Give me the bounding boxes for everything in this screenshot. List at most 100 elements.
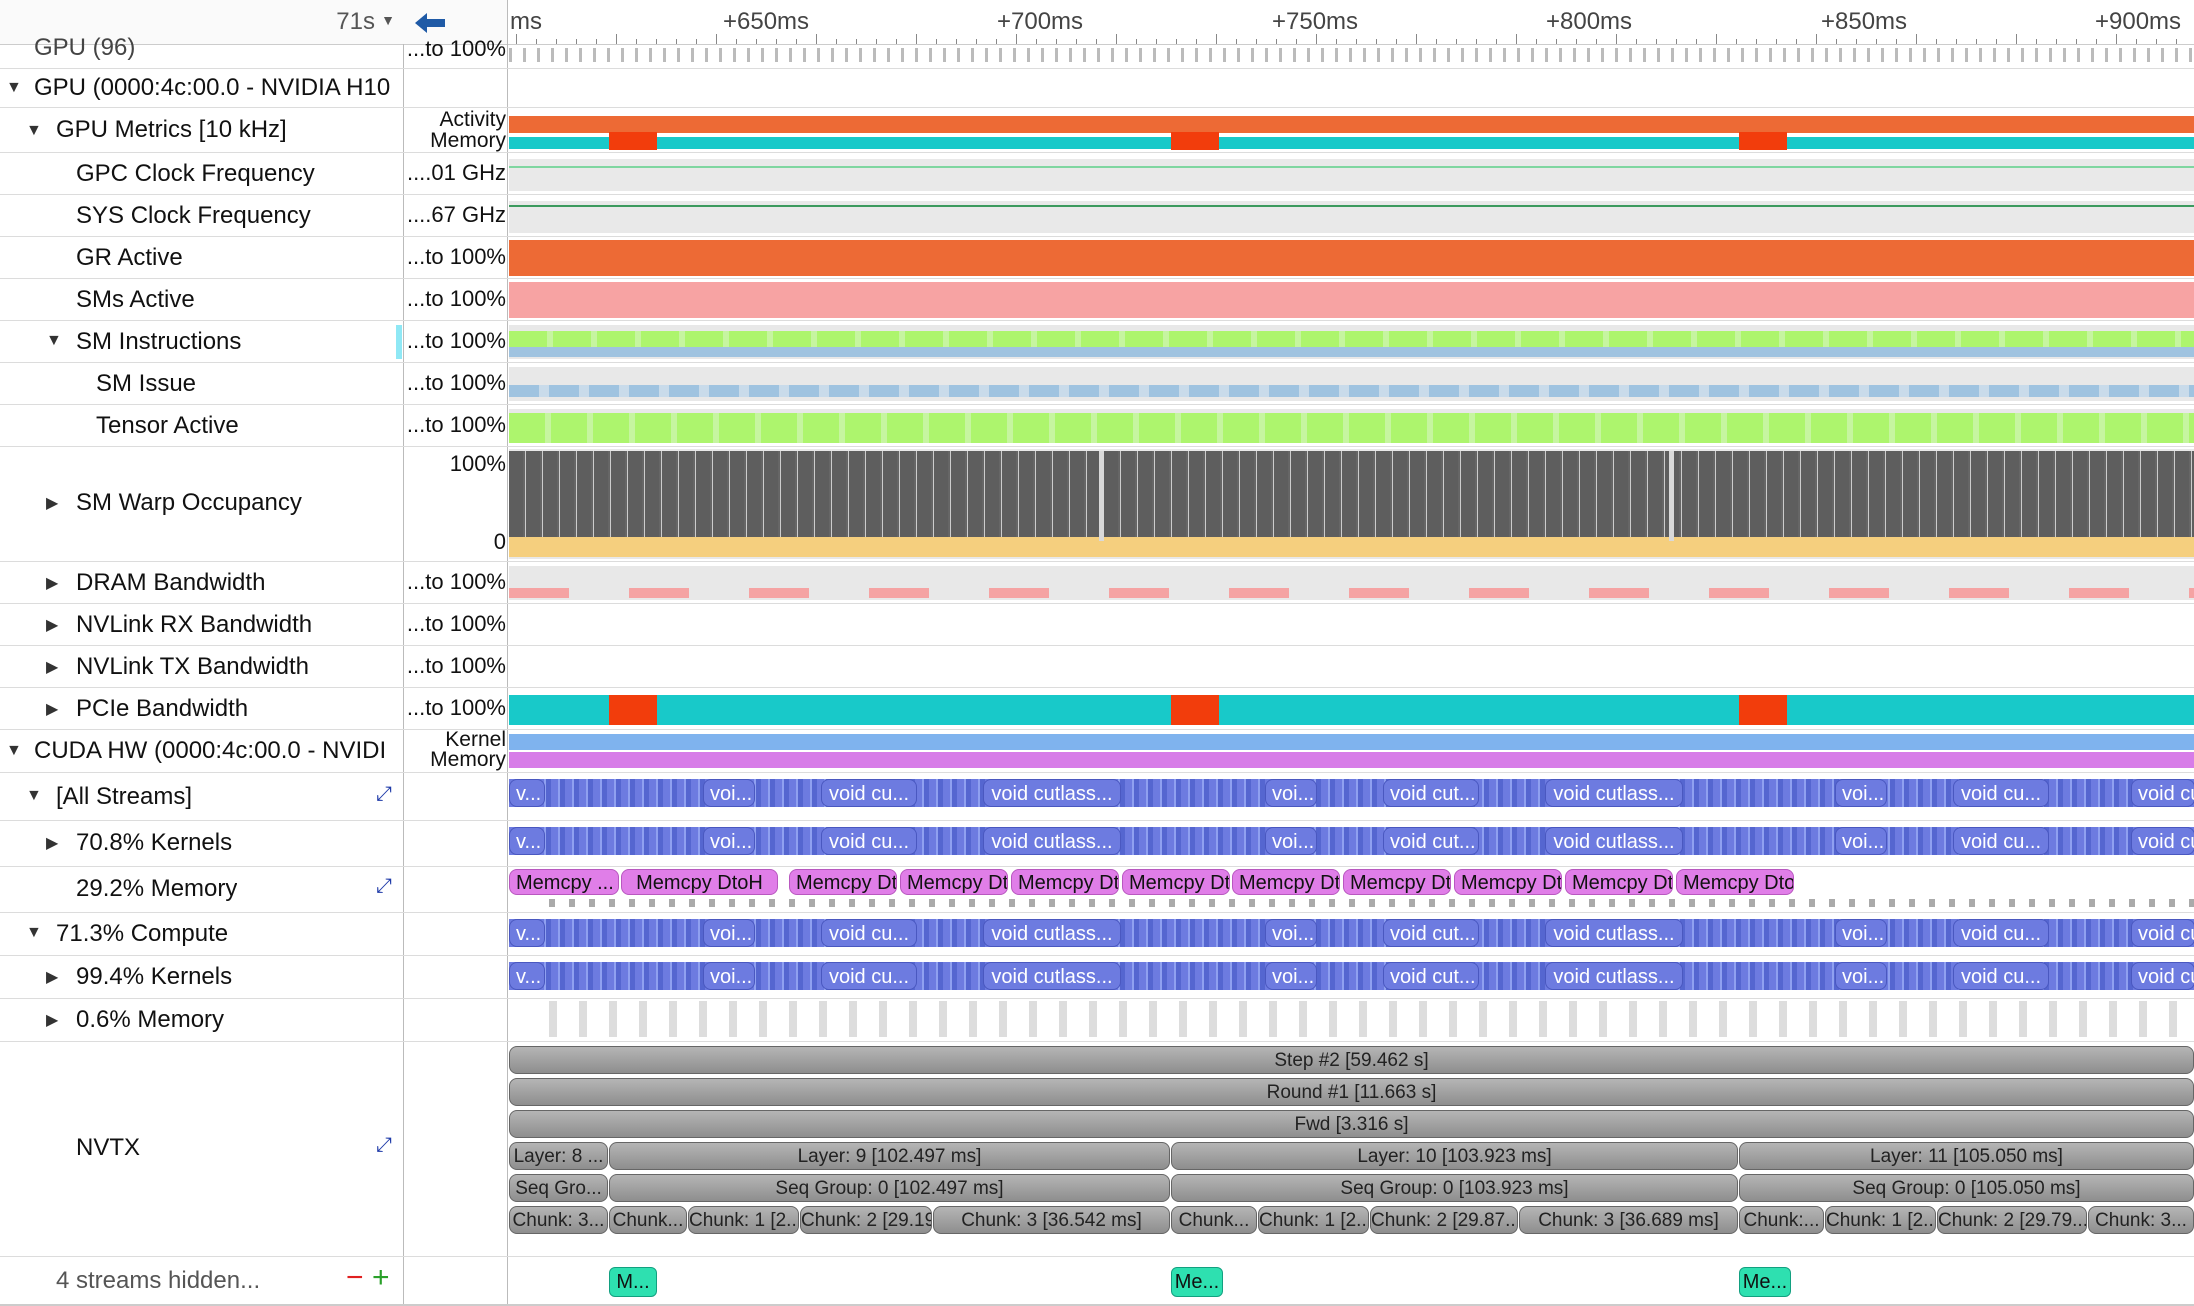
memcpy-pill[interactable]: Memcpy DtoH — [1676, 869, 1794, 895]
track-markers[interactable]: M... Me... Me... — [509, 1261, 2194, 1301]
collapse-triangle-icon[interactable]: ▼ — [26, 924, 42, 941]
marker-pill[interactable]: Me... — [1739, 1267, 1791, 1297]
expand-triangle-icon[interactable]: ▶ — [46, 659, 59, 676]
kernel-pill[interactable]: voi... — [1265, 779, 1317, 807]
track-tensor-active[interactable] — [509, 409, 2194, 443]
kernel-pill[interactable]: void cu... — [1953, 919, 2049, 947]
nvtx-chunk-range[interactable]: Chunk... — [1171, 1206, 1257, 1234]
kernel-pill[interactable]: void cut... — [1383, 779, 1479, 807]
kernel-pill[interactable]: voi... — [1835, 827, 1887, 855]
track-kernels-994[interactable]: v... voi... void cu... void cutlass... voi..… — [509, 958, 2194, 996]
kernel-pill[interactable]: void cut... — [1383, 962, 1479, 990]
kernel-pill[interactable]: void cu... — [2131, 919, 2194, 947]
nvtx-chunk-range[interactable]: Chunk: 1 [2... — [1258, 1206, 1369, 1234]
track-gr-active[interactable] — [509, 240, 2194, 276]
marker-pill[interactable]: Me... — [1171, 1267, 1223, 1297]
kernel-pill[interactable]: void cu... — [2131, 962, 2194, 990]
nvtx-seq-group-range[interactable]: Seq Gro... — [509, 1174, 608, 1202]
kernel-pill[interactable]: void cutlass... — [983, 779, 1121, 807]
memcpy-pill[interactable]: Memcpy DtoH — [621, 869, 778, 895]
row-sm-warp-occupancy[interactable]: ▶ SM Warp Occupancy 100% 0 — [0, 447, 2194, 562]
kernel-pill[interactable]: void cu... — [821, 779, 917, 807]
track-all-streams[interactable]: v... voi... void cu... void cutlass... voi..… — [509, 775, 2194, 817]
kernel-activity-bars[interactable] — [509, 919, 2194, 947]
kernel-pill[interactable]: void cu... — [821, 919, 917, 947]
kernel-pill[interactable]: void cutlass... — [1545, 919, 1683, 947]
kernel-pill[interactable]: v... — [509, 779, 545, 807]
kernel-pill[interactable]: void cutlass... — [983, 827, 1121, 855]
track-memory-06[interactable] — [509, 1001, 2194, 1039]
row-memory-292[interactable]: 29.2% Memory ⤢ Memcpy ... Memcpy DtoH Memc… — [0, 867, 2194, 913]
collapse-triangle-icon[interactable]: ▼ — [6, 742, 22, 759]
memcpy-pill[interactable]: Memcpy DtoH — [1122, 869, 1230, 895]
kernel-pill[interactable]: void cut... — [1383, 919, 1479, 947]
kernel-pill[interactable]: voi... — [1265, 919, 1317, 947]
track-dram-bandwidth[interactable] — [509, 566, 2194, 600]
nvtx-seq-group-range[interactable]: Seq Group: 0 [105.050 ms] — [1739, 1174, 2194, 1202]
nvtx-chunk-range[interactable]: Chunk: 3... — [2088, 1206, 2194, 1234]
track-gpu-prev[interactable] — [509, 44, 2194, 66]
collapse-streams-button[interactable]: − — [346, 1261, 364, 1294]
expand-triangle-icon[interactable]: ▶ — [46, 575, 59, 592]
track-kernels-708[interactable]: v... voi... void cu... void cutlass... voi..… — [509, 823, 2194, 863]
kernel-activity-bars[interactable] — [509, 827, 2194, 855]
row-hidden-streams[interactable]: 4 streams hidden... − + M... Me... Me... — [0, 1257, 2194, 1306]
nvtx-chunk-range[interactable]: Chunk: 2 [29.87... — [1370, 1206, 1518, 1234]
track-compute-713[interactable]: v... voi... void cu... void cutlass... voi..… — [509, 915, 2194, 953]
nvtx-chunk-range[interactable]: Chunk: 2 [29.79... — [1937, 1206, 2087, 1234]
collapse-triangle-icon[interactable]: ▼ — [46, 332, 62, 349]
row-tensor-active[interactable]: Tensor Active ...to 100% — [0, 405, 2194, 447]
track-sys-clock[interactable] — [509, 201, 2194, 233]
nvtx-round-range[interactable]: Round #1 [11.663 s] — [509, 1078, 2194, 1106]
track-sm-instructions[interactable] — [509, 325, 2194, 359]
track-gpc-clock[interactable] — [509, 159, 2194, 191]
nvtx-step-range[interactable]: Step #2 [59.462 s] — [509, 1046, 2194, 1074]
kernel-pill[interactable]: voi... — [703, 827, 755, 855]
nvtx-layer-range[interactable]: Layer: 10 [103.923 ms] — [1171, 1142, 1738, 1170]
nvtx-chunk-range[interactable]: Chunk: 3 [36.542 ms] — [933, 1206, 1170, 1234]
kernel-pill[interactable]: voi... — [1835, 779, 1887, 807]
marker-pill[interactable]: M... — [609, 1267, 657, 1297]
kernel-pill[interactable]: void cu... — [2131, 827, 2194, 855]
nvtx-chunk-range[interactable]: Chunk: 1 [2... — [688, 1206, 799, 1234]
kernel-pill[interactable]: void cu... — [1953, 827, 2049, 855]
kernel-pill[interactable]: voi... — [703, 919, 755, 947]
kernel-pill[interactable]: void cu... — [2131, 779, 2194, 807]
kernel-pill[interactable]: void cutlass... — [983, 919, 1121, 947]
memcpy-pill[interactable]: Memcpy DtoH — [1011, 869, 1119, 895]
row-sm-issue[interactable]: SM Issue ...to 100% — [0, 363, 2194, 405]
row-dram-bandwidth[interactable]: ▶ DRAM Bandwidth ...to 100% — [0, 562, 2194, 604]
expand-triangle-icon[interactable]: ▶ — [46, 835, 59, 852]
memcpy-pill[interactable]: Memcpy DtoH — [789, 869, 897, 895]
kernel-pill[interactable]: void cutlass... — [1545, 779, 1683, 807]
row-sms-active[interactable]: SMs Active ...to 100% — [0, 279, 2194, 321]
track-sm-issue[interactable] — [509, 367, 2194, 401]
memcpy-pill[interactable]: Memcpy DtoH — [1565, 869, 1673, 895]
kernel-pill[interactable]: voi... — [703, 962, 755, 990]
nvtx-layer-range[interactable]: Layer: 11 [105.050 ms] — [1739, 1142, 2194, 1170]
row-cuda-hw[interactable]: ▼ CUDA HW (0000:4c:00.0 - NVIDI Kernel M… — [0, 728, 2194, 773]
nvtx-layer-range[interactable]: Layer: 8 ... — [509, 1142, 608, 1170]
row-gpu[interactable]: ▼ GPU (0000:4c:00.0 - NVIDIA H10 — [0, 69, 2194, 108]
row-nvlink-tx[interactable]: ▶ NVLink TX Bandwidth ...to 100% — [0, 646, 2194, 688]
kernel-pill[interactable]: voi... — [1265, 827, 1317, 855]
expand-triangle-icon[interactable]: ▶ — [46, 617, 59, 634]
kernel-pill[interactable]: voi... — [1835, 919, 1887, 947]
track-pcie-bandwidth[interactable] — [509, 691, 2194, 727]
expand-triangle-icon[interactable]: ▶ — [46, 969, 59, 986]
row-nvtx[interactable]: NVTX ⤢ Step #2 [59.462 s] Round #1 [11.6… — [0, 1042, 2194, 1257]
row-memory-06[interactable]: ▶ 0.6% Memory — [0, 999, 2194, 1042]
column-separator[interactable] — [403, 44, 404, 1306]
memcpy-pill[interactable]: Memcpy DtoH — [1232, 869, 1340, 895]
kernel-pill[interactable]: void cu... — [1953, 962, 2049, 990]
kernel-pill[interactable]: void cu... — [821, 827, 917, 855]
nvtx-chunk-range[interactable]: Chunk... — [609, 1206, 687, 1234]
memcpy-pill[interactable]: Memcpy DtoH — [1454, 869, 1562, 895]
kernel-pill[interactable]: voi... — [703, 779, 755, 807]
expand-triangle-icon[interactable]: ▶ — [46, 495, 59, 512]
nvtx-seq-group-range[interactable]: Seq Group: 0 [103.923 ms] — [1171, 1174, 1738, 1202]
track-sm-warp-occupancy[interactable] — [509, 449, 2194, 559]
collapse-triangle-icon[interactable]: ▼ — [6, 79, 22, 96]
row-pcie-bandwidth[interactable]: ▶ PCIe Bandwidth ...to 100% — [0, 688, 2194, 730]
